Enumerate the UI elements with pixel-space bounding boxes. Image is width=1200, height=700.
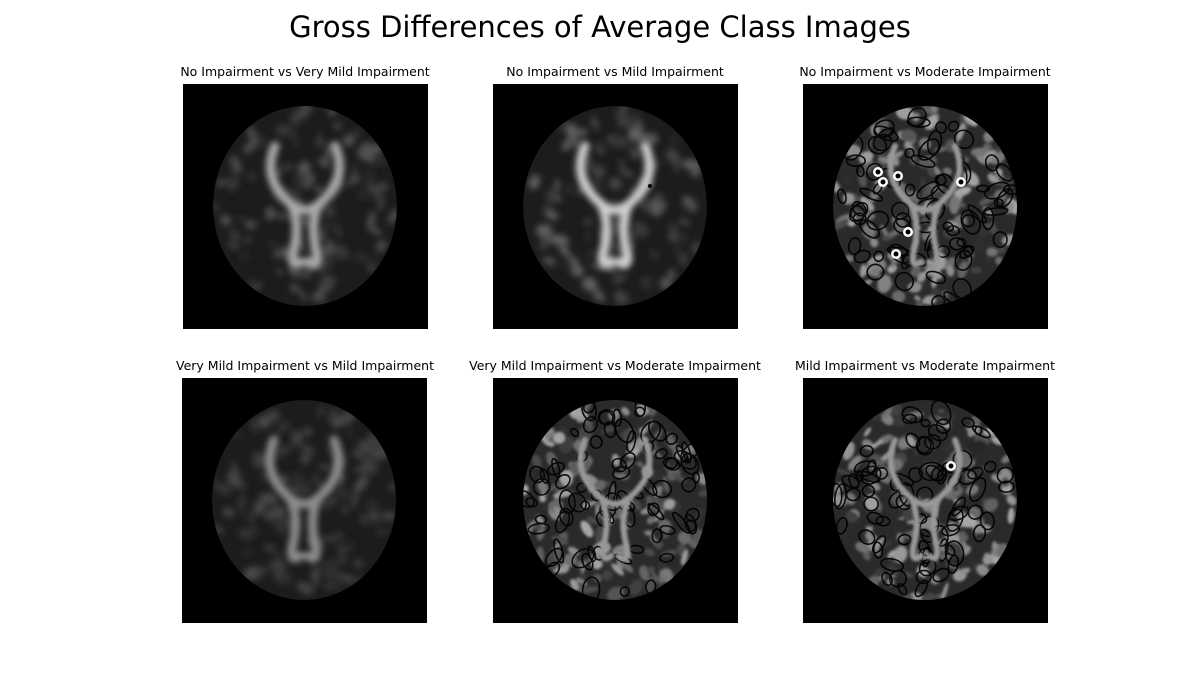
difference-image-2: [493, 84, 738, 329]
panel-title-2: No Impairment vs Mild Impairment: [506, 64, 724, 79]
difference-image-6: [803, 378, 1048, 623]
panel-title-6: Mild Impairment vs Moderate Impairment: [795, 358, 1055, 373]
panel-title-3: No Impairment vs Moderate Impairment: [799, 64, 1051, 79]
difference-image-5: [493, 378, 738, 623]
difference-image-3: [803, 84, 1048, 329]
panel-title-5: Very Mild Impairment vs Moderate Impairm…: [469, 358, 761, 373]
difference-image-4: [182, 378, 427, 623]
panel-title-1: No Impairment vs Very Mild Impairment: [180, 64, 430, 79]
difference-image-1: [183, 84, 428, 329]
figure-title: Gross Differences of Average Class Image…: [289, 10, 911, 44]
panel-title-4: Very Mild Impairment vs Mild Impairment: [176, 358, 434, 373]
